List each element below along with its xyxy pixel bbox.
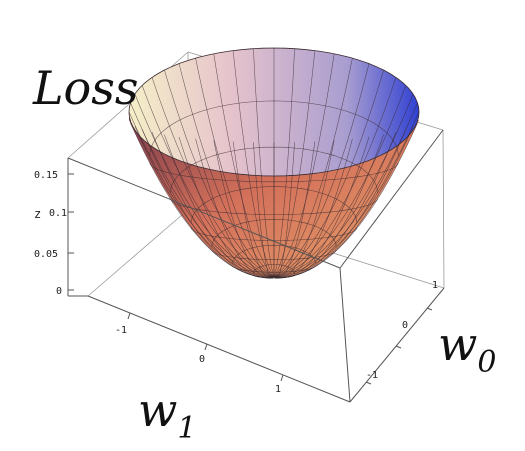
mesh-inner-rib-10 — [253, 48, 275, 278]
mesh-outer-rib-8 — [273, 140, 335, 279]
w0-label-sub: 0 — [477, 345, 496, 380]
mesh-outer-rib-7 — [273, 138, 353, 279]
w1-label: w1 — [138, 383, 196, 446]
z-tick-0: 0.15 — [34, 170, 58, 181]
w0-axis: 1 0 -1 — [365, 280, 438, 385]
w1-tick-2: 1 — [275, 384, 281, 395]
loss-label: Loss — [32, 61, 138, 115]
mesh-inner-rib-12 — [273, 48, 295, 278]
mesh-inner-rib-15 — [273, 58, 353, 278]
w0-tick-0: 1 — [432, 280, 438, 291]
surface-mesh — [128, 48, 420, 279]
w0-tick-1: 0 — [402, 320, 408, 331]
mesh-inner-rib-4 — [151, 77, 275, 278]
mesh-inner-rib-8 — [213, 53, 275, 278]
z-axis: 0.15 0.1 0.05 0 z — [34, 170, 74, 297]
mesh-outer-rib-10 — [273, 142, 295, 279]
paraboloid-surface — [128, 47, 420, 279]
w1-label-main: w — [138, 383, 177, 437]
mesh-inner-rib-19 — [273, 85, 407, 278]
w1-label-sub: 1 — [177, 411, 196, 446]
z-tick-2: 0.05 — [34, 249, 58, 260]
mesh-inner-rib-14 — [273, 53, 335, 278]
mesh-outer-rib-21 — [130, 123, 275, 278]
mesh-inner-rib-7 — [195, 58, 275, 278]
w1-tick-0: -1 — [115, 325, 127, 336]
z-axis-label: z — [34, 207, 41, 221]
mesh-inner-rib-9 — [232, 50, 275, 278]
w0-label-main: w — [438, 317, 477, 371]
box-front-edges — [67, 129, 445, 403]
mesh-outer-rib-9 — [273, 141, 316, 279]
z-tick-1: 0.1 — [49, 208, 67, 219]
mesh-inner-rib-3 — [141, 85, 275, 278]
w0-tick-2: -1 — [366, 370, 378, 381]
w1-tick-1: 0 — [199, 354, 205, 365]
mesh-outer-rib-5 — [273, 134, 384, 278]
surface-rim — [128, 47, 420, 177]
w1-axis: -1 0 1 — [115, 312, 284, 395]
mesh-outer-rib-6 — [273, 136, 370, 279]
mesh-inner-rib-13 — [273, 50, 316, 278]
z-tick-3: 0 — [56, 286, 62, 297]
w0-label: w0 — [438, 317, 496, 380]
mesh-inner-rib-18 — [273, 77, 397, 278]
